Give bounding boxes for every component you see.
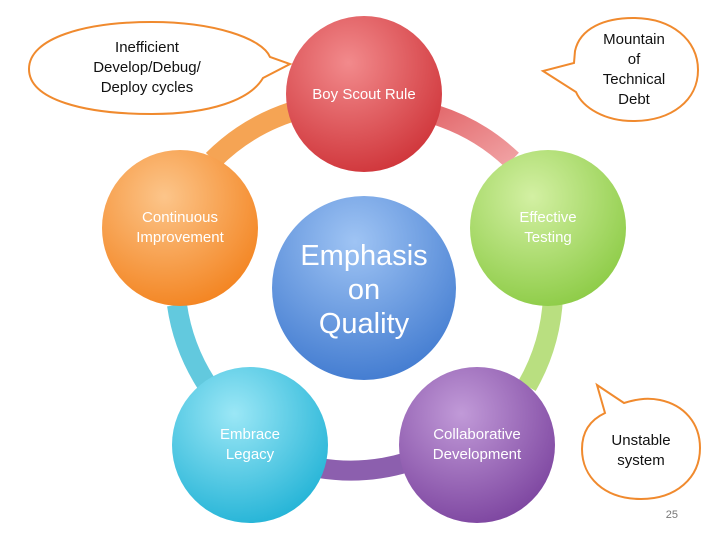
technical-debt-label: Mountain of Technical Debt xyxy=(602,31,666,108)
circle-effective-testing xyxy=(470,150,626,306)
slide-number: 25 xyxy=(665,509,678,521)
callout-bubble-inefficient-cycles xyxy=(27,20,293,116)
embrace-legacy-label: Embrace Legacy xyxy=(219,426,281,463)
circle-collaborative-development xyxy=(399,367,555,523)
circle-continuous-improvement xyxy=(102,150,258,306)
ring-segment-green xyxy=(518,296,563,391)
callout-bubble-unstable-system xyxy=(580,382,702,501)
effective-testing-label: Effective Testing xyxy=(519,209,577,246)
unstable-system-label: Unstable system xyxy=(611,432,671,469)
ring-segment-orange xyxy=(205,102,295,168)
continuous-improvement-label: Continuous Improvement xyxy=(136,209,224,246)
ring-segment-cyan xyxy=(167,303,215,389)
ring-segment-purple xyxy=(317,452,411,481)
boy-scout-rule-label: Boy Scout Rule xyxy=(312,86,416,103)
circle-boy-scout-rule xyxy=(286,16,442,172)
emphasis-on-quality-label: Emphasis on Quality xyxy=(300,240,428,340)
ring-segment-red xyxy=(432,105,519,168)
callout-bubble-technical-debt xyxy=(540,16,700,123)
circle-emphasis-on-quality xyxy=(272,196,456,380)
collaborative-development-label: Collaborative Development xyxy=(432,426,522,463)
inefficient-cycles-label: Inefficient Develop/Debug/ Deploy cycles xyxy=(93,39,201,96)
circle-embrace-legacy xyxy=(172,367,328,523)
